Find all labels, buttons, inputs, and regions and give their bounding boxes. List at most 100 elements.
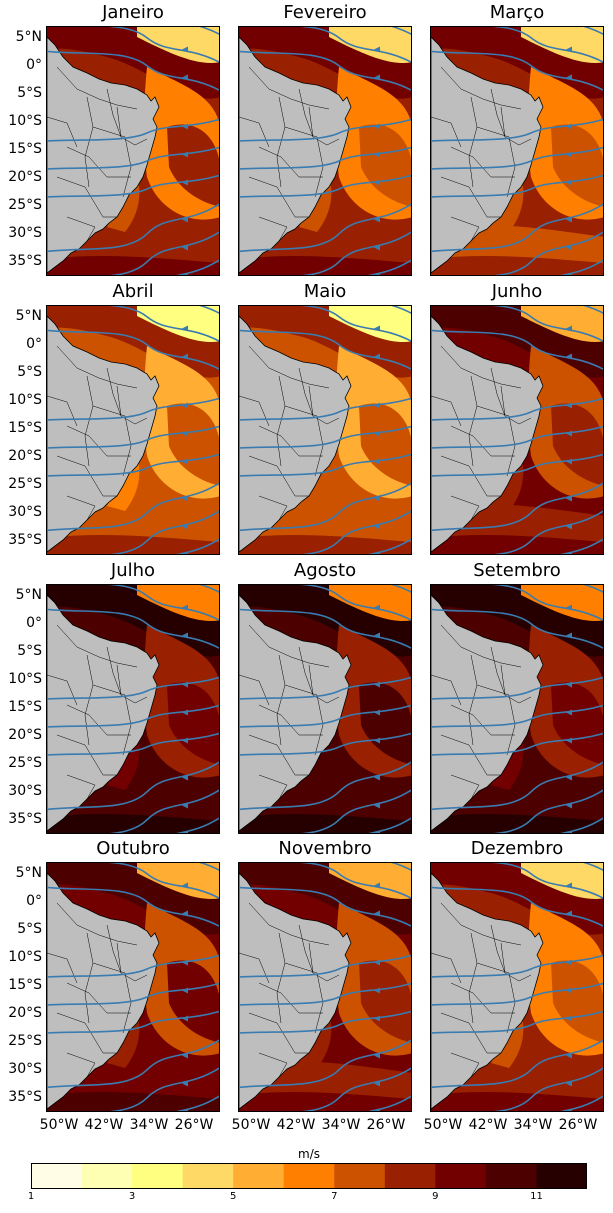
panel-title: Abril bbox=[112, 281, 154, 302]
streamline bbox=[47, 1039, 219, 1089]
streamline-arrow bbox=[374, 523, 380, 530]
streamline-arrow bbox=[566, 681, 572, 688]
wind-speed-band bbox=[47, 814, 219, 833]
streamline-arrow bbox=[375, 272, 380, 275]
streamline-arrow bbox=[566, 216, 572, 223]
state-border bbox=[284, 405, 324, 477]
streamline bbox=[47, 425, 219, 449]
colorbar-tick-label: 7 bbox=[331, 1191, 338, 1202]
state-border bbox=[258, 495, 288, 521]
streamline-arrow bbox=[182, 681, 188, 688]
longitude-label: 26°W bbox=[366, 1117, 406, 1133]
state-border bbox=[450, 774, 480, 800]
state-border bbox=[468, 375, 478, 467]
longitude-label: 42°W bbox=[276, 1117, 316, 1133]
streamline bbox=[300, 306, 411, 342]
streamline bbox=[368, 817, 411, 833]
streamline bbox=[239, 174, 411, 198]
state-border bbox=[84, 932, 94, 1024]
longitude-label: 50°W bbox=[231, 1117, 271, 1133]
wind-speed-band bbox=[47, 535, 219, 554]
streamline-arrow bbox=[566, 709, 572, 716]
streamline bbox=[560, 817, 603, 833]
streamline-arrow bbox=[566, 430, 572, 437]
state-border bbox=[490, 367, 506, 417]
streamline-arrow bbox=[566, 151, 572, 158]
wind-speed-band bbox=[551, 403, 603, 486]
streamline-arrow bbox=[566, 987, 572, 994]
streamline bbox=[239, 761, 411, 811]
streamline bbox=[492, 306, 603, 342]
wind-speed-band bbox=[167, 403, 219, 486]
streamline-arrow bbox=[566, 523, 572, 530]
state-border bbox=[56, 455, 117, 497]
wind-speed-band bbox=[239, 256, 411, 275]
state-border bbox=[92, 962, 132, 1034]
streamline bbox=[239, 146, 411, 170]
streamline bbox=[431, 676, 603, 700]
state-border bbox=[116, 385, 148, 425]
streamline-arrow bbox=[566, 1080, 572, 1087]
wind-speed-band bbox=[167, 124, 219, 207]
colorbar-swatch bbox=[384, 1163, 436, 1189]
land-mass bbox=[239, 36, 352, 274]
streamline bbox=[47, 732, 219, 756]
latitude-label: 15°S bbox=[8, 977, 42, 993]
state-border bbox=[490, 924, 506, 974]
streamline bbox=[431, 118, 603, 142]
wind-speed-field bbox=[239, 27, 411, 275]
streamline-arrow bbox=[182, 910, 188, 917]
streamline bbox=[300, 27, 411, 63]
state-border bbox=[239, 952, 270, 984]
wind-map-panel bbox=[46, 862, 220, 1112]
streamline bbox=[239, 676, 411, 700]
streamline bbox=[47, 146, 219, 170]
streamline-arrow bbox=[566, 123, 572, 130]
state-border bbox=[468, 96, 478, 188]
wind-speed-band bbox=[551, 960, 603, 1043]
state-border bbox=[248, 345, 330, 389]
wind-speed-band bbox=[359, 124, 411, 207]
streamline bbox=[108, 863, 219, 899]
state-border bbox=[248, 455, 309, 497]
state-border bbox=[56, 66, 138, 110]
streamline-arrow bbox=[182, 244, 188, 251]
streamline bbox=[431, 954, 603, 978]
latitude-label: 25°S bbox=[8, 1033, 42, 1049]
state-border bbox=[298, 924, 314, 974]
latitude-label: 25°S bbox=[8, 755, 42, 771]
latitude-label: 35°S bbox=[8, 811, 42, 827]
streamline bbox=[239, 425, 411, 449]
wind-speed-field bbox=[239, 585, 411, 833]
wind-map-panel bbox=[238, 862, 412, 1112]
streamline-arrow bbox=[566, 495, 572, 502]
latitude-label: 10°S bbox=[8, 392, 42, 408]
state-border bbox=[450, 216, 480, 242]
colorbar-swatch bbox=[233, 1163, 285, 1189]
streamline-arrow bbox=[374, 216, 380, 223]
panel-title: Maio bbox=[303, 281, 347, 302]
state-border bbox=[308, 106, 340, 146]
state-border bbox=[440, 66, 522, 110]
wind-map-panel bbox=[238, 305, 412, 555]
latitude-label: 5°S bbox=[17, 85, 42, 101]
longitude-label: 42°W bbox=[84, 1117, 124, 1133]
panel-title: Agosto bbox=[293, 560, 357, 581]
land-mass bbox=[239, 315, 352, 553]
streamline-arrow bbox=[182, 495, 188, 502]
streamline bbox=[239, 886, 411, 927]
streamline bbox=[47, 50, 219, 91]
streamline bbox=[431, 482, 603, 532]
streamline-arrow bbox=[182, 987, 188, 994]
latitude-label: 35°S bbox=[8, 1089, 42, 1105]
state-border bbox=[276, 375, 286, 467]
latitude-label: 5°S bbox=[17, 643, 42, 659]
streamline bbox=[239, 954, 411, 978]
state-border bbox=[440, 734, 501, 776]
wind-speed-band bbox=[47, 256, 219, 275]
wind-map-panel bbox=[238, 584, 412, 834]
streamline bbox=[239, 608, 411, 649]
streamline-arrow bbox=[374, 882, 380, 889]
streamline bbox=[431, 608, 603, 649]
wind-speed-field bbox=[239, 863, 411, 1111]
